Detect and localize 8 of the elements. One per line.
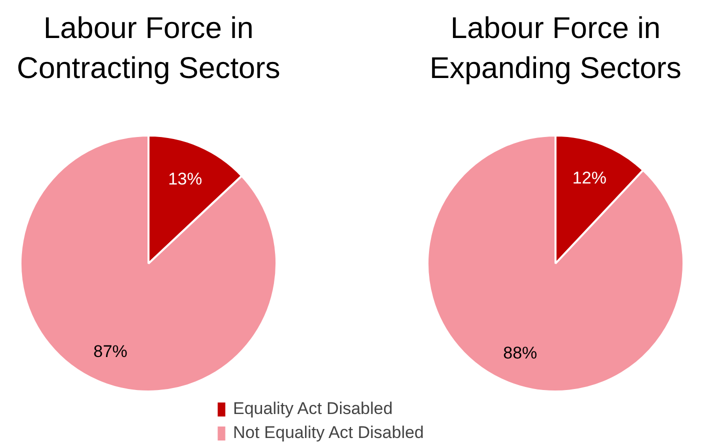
data-label: 88% — [503, 343, 538, 362]
chart-title: Labour Force in Contracting Sectors — [16, 12, 280, 85]
legend-label: Equality Act Disabled — [233, 399, 393, 419]
data-label: 12% — [572, 168, 606, 188]
chart-title: Labour Force in Expanding Sectors — [430, 12, 682, 85]
data-label: 87% — [93, 342, 128, 362]
data-label: 13% — [168, 169, 202, 188]
legend-label: Not Equality Act Disabled — [233, 423, 424, 443]
